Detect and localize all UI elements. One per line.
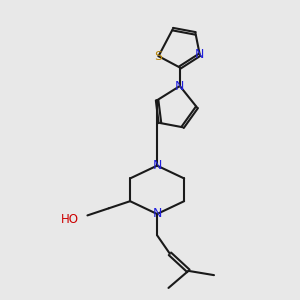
Text: N: N [175, 80, 184, 92]
Text: N: N [195, 48, 205, 61]
Text: HO: HO [61, 213, 80, 226]
Text: N: N [152, 159, 162, 172]
Text: S: S [154, 50, 163, 63]
Text: N: N [152, 208, 162, 220]
